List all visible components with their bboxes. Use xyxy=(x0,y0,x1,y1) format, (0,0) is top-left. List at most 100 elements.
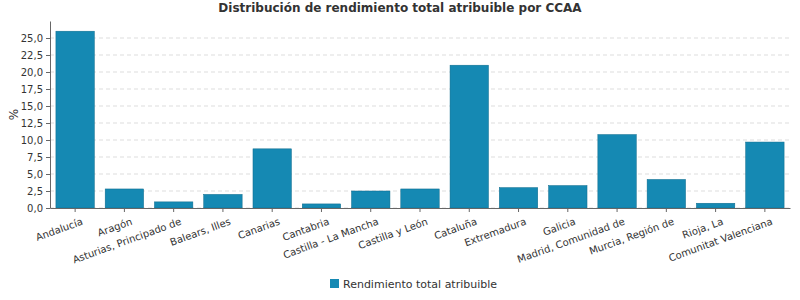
y-tick: 15,0 xyxy=(21,101,50,112)
x-tick-mark xyxy=(715,208,716,212)
x-tick-mark xyxy=(222,208,223,212)
x-tick-label: Comunitat Valenciana xyxy=(667,216,774,264)
x-tick: Murcia, Región de xyxy=(588,208,676,257)
y-tick-label: 0,0 xyxy=(27,203,43,214)
grid-line xyxy=(50,106,790,107)
bar xyxy=(302,204,340,208)
bar xyxy=(154,202,192,208)
bar xyxy=(105,189,143,208)
y-tick: 5,0 xyxy=(27,169,50,180)
y-tick: 10,0 xyxy=(21,135,50,146)
x-tick: Asturias, Principado de xyxy=(71,208,183,265)
x-tick: Balears, Illes xyxy=(169,208,233,248)
x-tick-mark xyxy=(518,208,519,212)
x-tick-mark xyxy=(272,208,273,212)
y-tick-label: 5,0 xyxy=(27,169,43,180)
bar xyxy=(598,135,636,208)
y-tick: 25,0 xyxy=(21,33,50,44)
x-tick-label: Castilla y León xyxy=(357,216,429,251)
y-tick-label: 17,5 xyxy=(21,84,43,95)
grid-line xyxy=(50,123,790,124)
x-tick: Extremadura xyxy=(463,208,528,248)
grid-line xyxy=(50,89,790,90)
x-axis: AndalucíaAragónAsturias, Principado deBa… xyxy=(34,208,790,265)
x-tick: Castilla - La Mancha xyxy=(282,208,380,261)
y-tick-label: 15,0 xyxy=(21,101,43,112)
y-tick: 7,5 xyxy=(27,152,50,163)
y-tick: 20,0 xyxy=(21,67,50,78)
y-tick-label: 10,0 xyxy=(21,135,43,146)
y-tick-mark xyxy=(46,106,50,107)
x-tick: Castilla y León xyxy=(357,208,429,251)
x-tick-label: Asturias, Principado de xyxy=(71,216,183,266)
x-tick: Andalucía xyxy=(34,208,84,243)
y-tick: 0,0 xyxy=(27,203,50,214)
x-tick-label: Extremadura xyxy=(463,216,528,249)
bar xyxy=(253,149,291,208)
bar xyxy=(696,203,734,208)
bar xyxy=(56,31,94,208)
x-tick-mark xyxy=(666,208,667,212)
y-tick-mark xyxy=(46,89,50,90)
title: Distribución de rendimiento total atribu… xyxy=(218,1,582,15)
y-axis: 0,0 2,5 5,0 7,5 10,0 12,5 15,0 17,5 20,0 22,5 25,0 xyxy=(21,22,51,214)
y-tick-label: 12,5 xyxy=(21,118,43,129)
y-tick-mark xyxy=(46,140,50,141)
x-tick-label: Balears, Illes xyxy=(169,216,233,248)
grid-line xyxy=(50,55,790,56)
x-tick-mark xyxy=(321,208,322,212)
y-tick-mark xyxy=(46,191,50,192)
y-tick-mark xyxy=(46,208,50,209)
y-tick-mark xyxy=(46,174,50,175)
y-tick: 12,5 xyxy=(21,118,50,129)
legend-swatch xyxy=(330,279,339,288)
bar xyxy=(499,188,537,208)
x-tick: Canarias xyxy=(236,208,281,241)
y-tick: 2,5 xyxy=(27,186,50,197)
x-tick: Madrid, Comunidad de xyxy=(516,208,626,265)
bar xyxy=(746,142,784,208)
y-axis-line xyxy=(50,22,51,209)
y-tick-label: 22,5 xyxy=(21,50,43,61)
y-tick-mark xyxy=(46,123,50,124)
y-tick: 17,5 xyxy=(21,84,50,95)
y-tick-label: 20,0 xyxy=(21,67,43,78)
bar xyxy=(450,65,488,208)
legend: Rendimiento total atribuible xyxy=(330,278,497,291)
y-tick-label: 2,5 xyxy=(27,186,43,197)
grid-line xyxy=(50,72,790,73)
bar xyxy=(549,186,587,208)
grid xyxy=(50,38,790,208)
y-axis-title: % xyxy=(7,109,21,120)
x-tick-label: Murcia, Región de xyxy=(588,216,676,257)
x-tick: Comunitat Valenciana xyxy=(667,208,774,264)
x-tick-mark xyxy=(75,208,76,212)
y-tick-label: 25,0 xyxy=(21,33,43,44)
bars xyxy=(56,31,784,208)
y-tick-mark xyxy=(46,72,50,73)
x-tick-mark xyxy=(764,208,765,212)
legend-label: Rendimiento total atribuible xyxy=(343,278,497,291)
bar xyxy=(352,191,390,208)
x-tick-mark xyxy=(617,208,618,212)
grid-line xyxy=(50,174,790,175)
grid-line xyxy=(50,157,790,158)
bar xyxy=(647,179,685,208)
bar xyxy=(204,194,242,208)
bar xyxy=(401,189,439,208)
y-tick-mark xyxy=(46,55,50,56)
y-tick-mark xyxy=(46,38,50,39)
x-tick-mark xyxy=(173,208,174,212)
x-tick-mark xyxy=(567,208,568,212)
y-tick: 22,5 xyxy=(21,50,50,61)
plot: 0,0 2,5 5,0 7,5 10,0 12,5 15,0 17,5 20,0 22,5 25,0… xyxy=(21,22,791,266)
x-tick-label: Canarias xyxy=(236,216,281,241)
y-tick-label: 7,5 xyxy=(27,152,43,163)
y-tick-mark xyxy=(46,157,50,158)
x-tick-mark xyxy=(370,208,371,212)
x-tick-mark xyxy=(124,208,125,212)
grid-line xyxy=(50,38,790,39)
chart: Distribución de rendimiento total atribu… xyxy=(0,0,800,300)
x-tick-mark xyxy=(469,208,470,212)
x-tick-mark xyxy=(420,208,421,212)
